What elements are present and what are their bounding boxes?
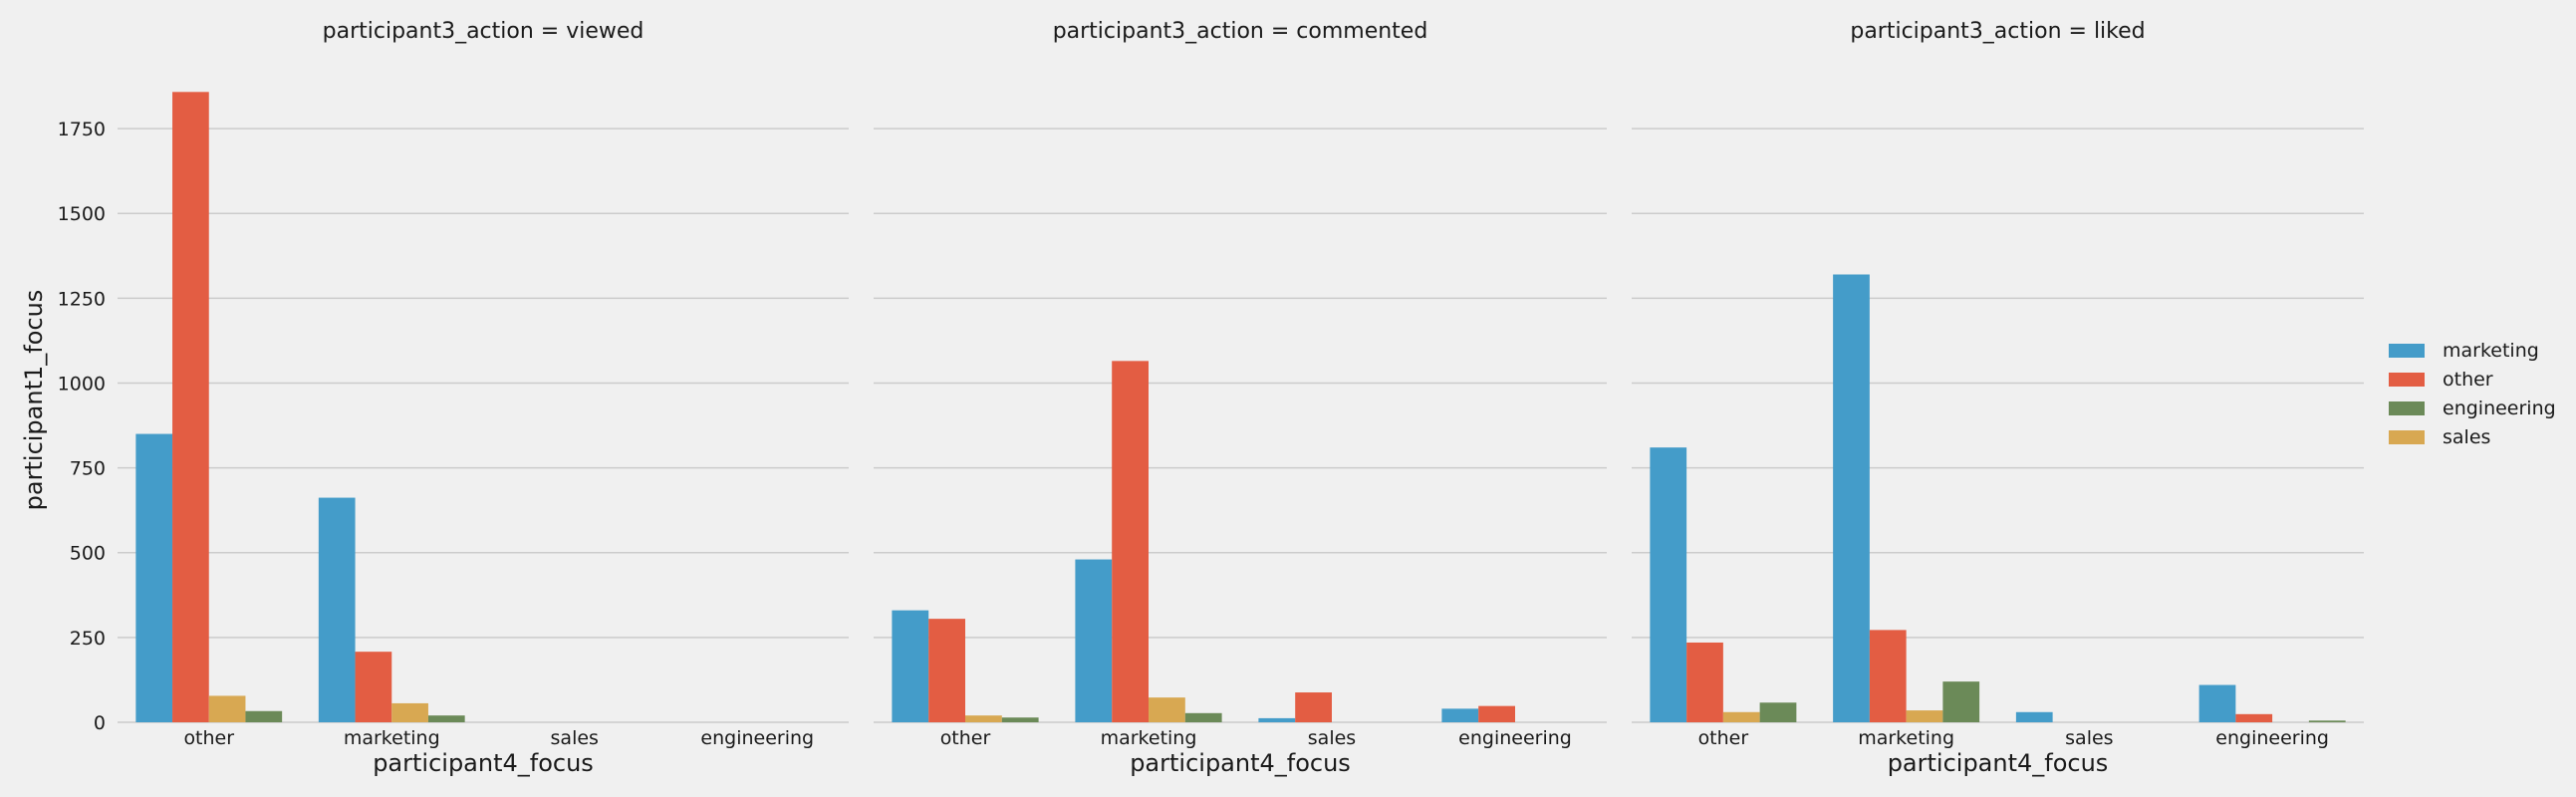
bar-marketing-marketing xyxy=(318,497,356,722)
x-tick-label: engineering xyxy=(1458,727,1572,749)
bar-engineering-marketing xyxy=(1942,681,1980,722)
y-tick-label: 1500 xyxy=(58,203,106,225)
panel-1: participant3_action = viewed other marketi… xyxy=(118,19,849,777)
bar-sales-other xyxy=(965,715,1002,722)
y-tick-label: 0 xyxy=(94,712,106,734)
bar-sales-marketing xyxy=(1149,697,1185,722)
x-axis-label: participant4_focus xyxy=(1888,749,2109,777)
x-tick-label: marketing xyxy=(1858,727,1954,749)
x-axis-label: participant4_focus xyxy=(1130,749,1351,777)
bar-sales-marketing xyxy=(391,702,428,722)
panel-3: participant3_action = liked other marketin… xyxy=(1632,19,2364,777)
bar-marketing-engineering xyxy=(2198,684,2236,722)
bar-marketing-other xyxy=(1650,447,1687,722)
x-tick-label: other xyxy=(1698,727,1749,749)
bar-marketing-sales xyxy=(2015,711,2053,722)
bar-other-marketing xyxy=(355,652,392,722)
x-axis-label: participant4_focus xyxy=(373,749,594,777)
bar-other-sales xyxy=(1295,692,1332,722)
legend-swatch-sales xyxy=(2389,430,2425,444)
bar-engineering-marketing xyxy=(1184,712,1222,722)
bar-sales-other xyxy=(1722,711,1760,722)
y-tick-label: 750 xyxy=(70,458,106,480)
bar-engineering-other xyxy=(1001,717,1039,722)
bar-other-other xyxy=(928,619,965,722)
bar-engineering-other xyxy=(1759,702,1797,722)
x-tick-label: other xyxy=(940,727,991,749)
bar-sales-other xyxy=(208,695,246,722)
legend-swatch-other xyxy=(2389,373,2425,387)
y-tick-label: 500 xyxy=(70,543,106,565)
x-tick-label: marketing xyxy=(1101,727,1197,749)
x-tick-label: marketing xyxy=(344,727,440,749)
bar-other-engineering xyxy=(1478,705,1515,722)
x-tick-label: sales xyxy=(1308,727,1356,749)
bar-marketing-marketing xyxy=(1075,559,1113,722)
x-tick-label: other xyxy=(183,727,234,749)
bar-marketing-engineering xyxy=(1441,708,1479,722)
legend-label-marketing: marketing xyxy=(2443,340,2539,362)
bar-other-marketing xyxy=(1112,361,1149,722)
bar-sales-marketing xyxy=(1906,710,1943,722)
bar-other-other xyxy=(1686,642,1723,722)
y-tick-label: 1250 xyxy=(58,288,106,310)
panel-title: participant3_action = commented xyxy=(1053,19,1428,44)
panel-2: participant3_action = commented other mark… xyxy=(874,19,1607,777)
bar-engineering-marketing xyxy=(427,715,465,722)
y-axis-label: participant1_focus xyxy=(20,290,48,511)
x-tick-label: sales xyxy=(551,727,599,749)
y-tick-label: 250 xyxy=(70,628,106,650)
y-tick-label: 1750 xyxy=(58,119,106,140)
x-tick-label: engineering xyxy=(700,727,814,749)
bar-engineering-other xyxy=(245,710,283,722)
bar-marketing-other xyxy=(135,433,173,722)
x-tick-label: sales xyxy=(2065,727,2113,749)
legend-label-engineering: engineering xyxy=(2443,398,2556,419)
bar-other-marketing xyxy=(1869,630,1907,722)
y-tick-label: 1000 xyxy=(58,373,106,395)
legend-label-sales: sales xyxy=(2443,426,2490,448)
panel-title: participant3_action = viewed xyxy=(323,19,644,44)
bar-other-engineering xyxy=(2235,713,2273,722)
bar-marketing-marketing xyxy=(1833,274,1870,722)
bar-engineering-engineering xyxy=(2308,720,2346,722)
legend-swatch-engineering xyxy=(2389,401,2425,415)
x-tick-label: engineering xyxy=(2215,727,2329,749)
panel-title: participant3_action = liked xyxy=(1850,19,2145,44)
bar-marketing-sales xyxy=(1258,717,1296,722)
legend: marketing other engineering sales xyxy=(2389,340,2556,448)
legend-label-other: other xyxy=(2443,369,2493,391)
bar-other-other xyxy=(172,92,209,722)
bar-marketing-other xyxy=(892,610,929,722)
legend-swatch-marketing xyxy=(2389,344,2425,358)
